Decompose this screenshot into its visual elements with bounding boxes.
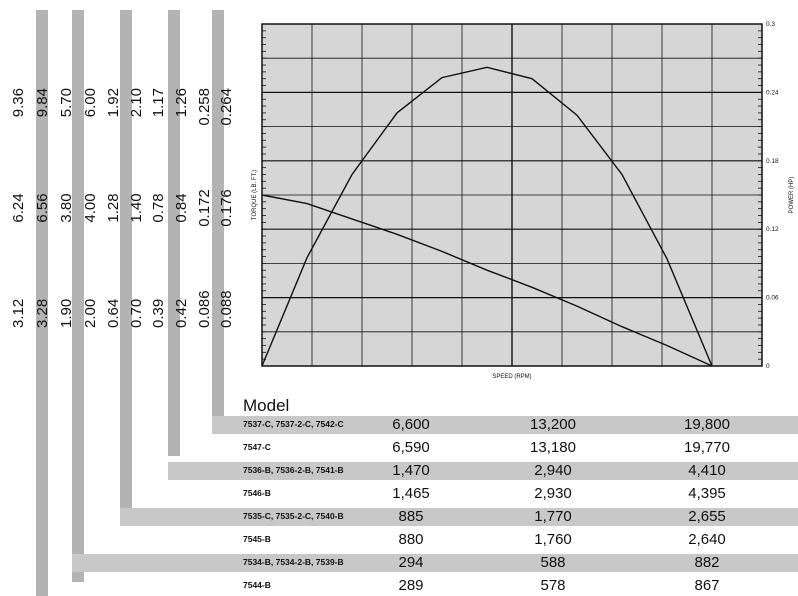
table-row: 7537-C, 7537-2-C, 7542-C 6,600 13,200 19,80… — [0, 416, 798, 434]
model-name: 7536-B, 7536-2-B, 7541-B — [243, 465, 344, 475]
table-cell: 19,770 — [684, 439, 730, 456]
table-cell: 13,200 — [530, 416, 576, 433]
power-tick-label: 0.3 — [766, 21, 775, 28]
model-name: 7544-B — [243, 580, 271, 590]
table-cell: 885 — [398, 508, 424, 525]
model-name: 7546-B — [243, 488, 271, 498]
model-name: 7547-C — [243, 442, 271, 452]
table-cell: 1,760 — [534, 531, 572, 548]
model-header: Model — [243, 396, 290, 415]
table-cell: 6,590 — [392, 439, 430, 456]
table-cell: 1,465 — [392, 485, 430, 502]
power-tick-label: 0 — [766, 363, 770, 370]
row-band — [120, 508, 798, 526]
column-bar — [212, 10, 224, 434]
column-bar — [72, 10, 84, 582]
table-cell: 2,930 — [534, 485, 572, 502]
table-row: 7545-B 880 1,760 2,640 — [0, 531, 798, 549]
table-cell: 1,770 — [534, 508, 572, 525]
table-cell: 1,470 — [392, 462, 430, 479]
grid — [262, 24, 762, 366]
table-cell: 2,940 — [534, 462, 572, 479]
row-band — [168, 462, 798, 480]
y2-axis-label: POWER (HP) — [789, 177, 795, 214]
minor-ticks — [262, 30, 762, 360]
power-tick-label: 0.12 — [766, 226, 779, 233]
column-bar — [36, 10, 48, 596]
table-cell: 289 — [398, 577, 424, 594]
model-name: 7535-C, 7535-2-C, 7540-B — [243, 511, 344, 521]
table-cell: 880 — [398, 531, 424, 548]
column-bar — [120, 10, 132, 518]
table-row: 7546-B 1,465 2,930 4,395 — [0, 485, 798, 503]
table-cell: 578 — [540, 577, 566, 594]
table-cell: 882 — [694, 554, 720, 571]
table-cell: 2,640 — [688, 531, 726, 548]
table-cell: 19,800 — [684, 416, 730, 433]
power-tick-label: 0.24 — [766, 89, 779, 96]
model-name: 7545-B — [243, 534, 271, 544]
row-band — [72, 554, 798, 572]
table-row: 7535-C, 7535-2-C, 7540-B 885 1,770 2,655 — [0, 508, 798, 526]
table-row: 7547-C 6,590 13,180 19,770 — [0, 439, 798, 457]
y-axis-label: TORQUE (LB. FT.) — [252, 170, 258, 220]
column-bar — [168, 10, 180, 456]
power-curve — [261, 66, 713, 367]
table-cell: 867 — [694, 577, 720, 594]
table-cell: 4,395 — [688, 485, 726, 502]
table-cell: 294 — [398, 554, 424, 571]
power-tick-label: 0.06 — [766, 295, 779, 302]
row-band — [212, 416, 798, 434]
model-name: 7537-C, 7537-2-C, 7542-C — [243, 419, 344, 429]
table-cell: 2,655 — [688, 508, 726, 525]
table-cell: 6,600 — [392, 416, 430, 433]
torque-curve — [261, 194, 713, 367]
power-tick-label: 0.18 — [766, 158, 779, 165]
table-row: 7534-B, 7534-2-B, 7539-B 294 588 882 — [0, 554, 798, 572]
power-axis-ticks: 0.3 0.24 0.18 0.12 0.06 0 — [766, 21, 779, 370]
x-axis-label: SPEED (RPM) — [492, 374, 531, 380]
table-row: 7536-B, 7536-2-B, 7541-B 1,470 2,940 4,410 — [0, 462, 798, 480]
model-name: 7534-B, 7534-2-B, 7539-B — [243, 557, 344, 567]
table-row: 7544-B 289 578 867 — [0, 577, 798, 595]
table-cell: 4,410 — [688, 462, 726, 479]
table-cell: 13,180 — [530, 439, 576, 456]
table-cell: 588 — [540, 554, 566, 571]
